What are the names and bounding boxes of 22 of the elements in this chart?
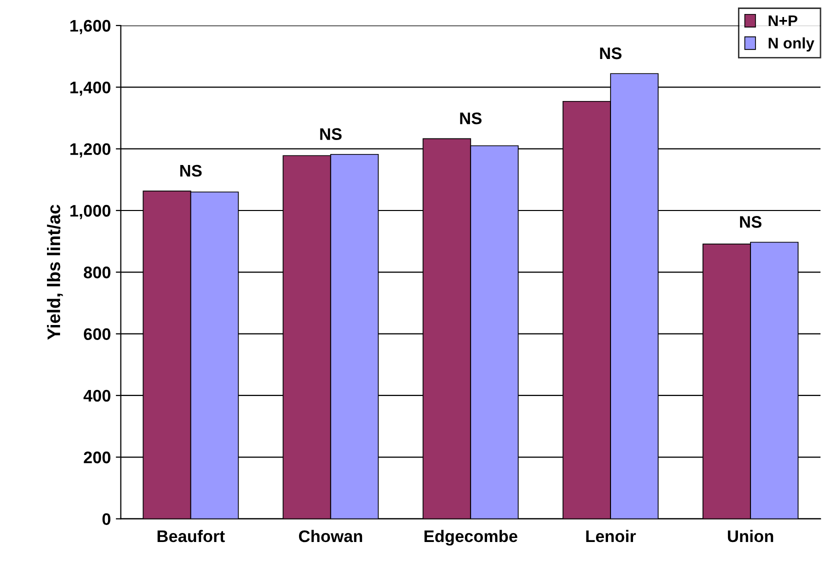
x-tick-label: Edgecombe [424,530,518,546]
y-axis-title: Yield, lbs lint/ac [46,204,63,340]
x-tick-label: Beaufort [158,530,225,542]
x-tick-label: Lenoir [586,530,636,542]
legend-label: N only [768,37,814,52]
annotation: NS [740,216,762,228]
x-tick-label: Union [728,530,774,542]
x-tick-label: Chowan [298,530,362,542]
y-tick-label: 1,400 [70,82,110,96]
legend-label: N+P [768,15,798,26]
y-tick-label: 0 [102,513,110,526]
annotation: NS [320,128,342,140]
y-tick-label: 400 [84,390,110,402]
annotation: NS [600,47,622,60]
annotation: NS [460,112,482,124]
y-tick-label: 800 [84,266,110,278]
y-tick-label: 1,600 [70,20,110,34]
y-tick-label: 1,000 [70,204,110,220]
y-tick-label: 200 [84,452,110,464]
annotation: NS [180,164,202,177]
y-tick-label: 600 [84,328,110,340]
y-tick-label: 1,200 [70,143,110,158]
